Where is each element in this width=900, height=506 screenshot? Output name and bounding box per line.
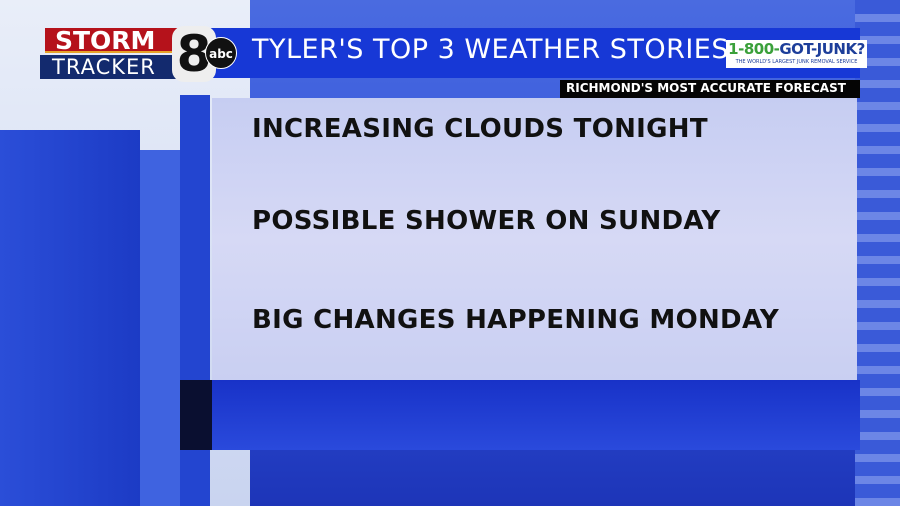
stories-panel xyxy=(212,98,857,380)
tagline-bar xyxy=(560,80,860,98)
story-item: INCREASING CLOUDS TONIGHT xyxy=(252,114,708,144)
story-item: BIG CHANGES HAPPENING MONDAY xyxy=(252,305,780,335)
sponsor-slogan: THE WORLD'S LARGEST JUNK REMOVAL SERVICE xyxy=(735,59,858,65)
tagline: RICHMOND'S MOST ACCURATE FORECAST xyxy=(566,81,846,95)
bottom-band xyxy=(180,380,860,450)
page-title: TYLER'S TOP 3 WEATHER STORIES xyxy=(252,34,729,65)
sponsor-name: GOT-JUNK? xyxy=(779,40,865,58)
story-item: POSSIBLE SHOWER ON SUNDAY xyxy=(252,206,721,236)
sponsor-prefix: 1-800- xyxy=(728,40,780,58)
decor-stripes xyxy=(855,0,900,506)
abc-logo: abc xyxy=(205,37,237,69)
sponsor-logo: 1-800-GOT-JUNK? THE WORLD'S LARGEST JUNK… xyxy=(726,40,867,68)
bottom-band-accent xyxy=(180,380,212,450)
decor-slab xyxy=(0,130,140,506)
